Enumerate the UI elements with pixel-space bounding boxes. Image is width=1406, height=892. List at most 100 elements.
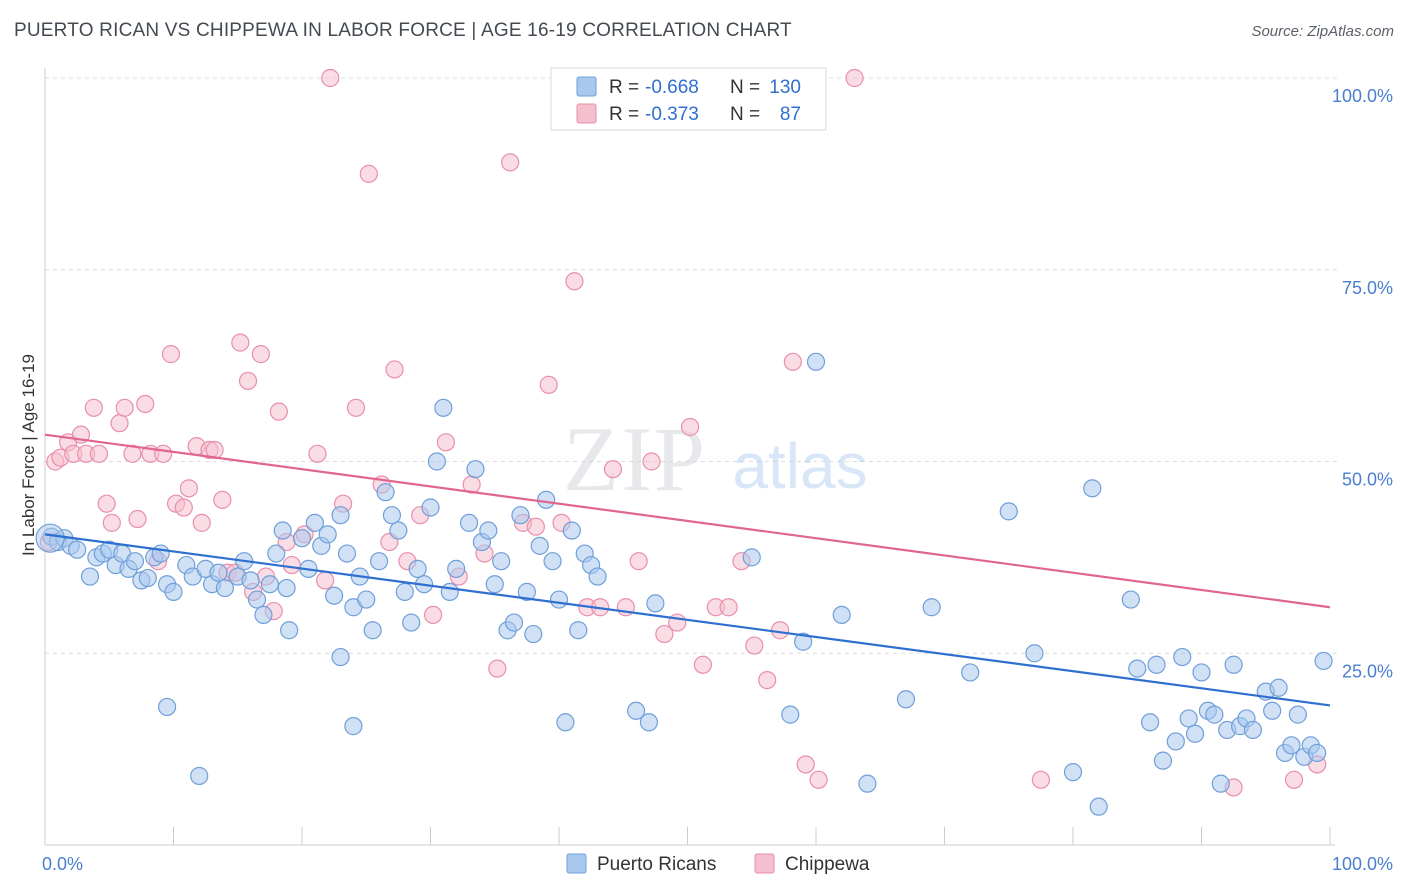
chippewa-point <box>565 272 584 291</box>
chippewa-point <box>161 345 181 364</box>
chippewa-point <box>642 452 661 471</box>
chippewa-point <box>174 498 193 517</box>
puerto-rican-point <box>1083 479 1102 498</box>
puerto-rican-point <box>1269 678 1288 697</box>
chippewa-point <box>526 517 545 536</box>
chippewa-point <box>316 571 335 590</box>
puerto-rican-point <box>357 590 376 609</box>
puerto-rican-point <box>794 632 813 651</box>
puerto-rican-point <box>781 705 800 724</box>
puerto-rican-trend-line <box>44 533 1331 707</box>
puerto-rican-point <box>421 498 440 517</box>
trend-lines <box>44 433 1331 707</box>
puerto-rican-point <box>1121 590 1140 609</box>
chippewa-point <box>809 770 828 789</box>
y-tick-label-100: 100.0% <box>1332 86 1393 106</box>
puerto-rican-point <box>1192 663 1211 682</box>
chippewa-point <box>269 402 288 421</box>
puerto-rican-point <box>138 568 157 588</box>
puerto-rican-point <box>440 582 459 601</box>
puerto-rican-point <box>537 490 556 509</box>
tick-labels: 25.0% 50.0% 75.0% 100.0% 0.0% 100.0% <box>42 86 1393 874</box>
puerto-rican-point <box>742 548 761 567</box>
chippewa-point <box>154 444 173 463</box>
puerto-rican-point <box>549 590 569 609</box>
puerto-rican-point <box>209 563 228 582</box>
puerto-rican-point <box>922 598 941 617</box>
chippewa-point <box>136 394 155 414</box>
puerto-rican-point <box>151 544 170 563</box>
chippewa-point <box>603 460 623 479</box>
puerto-rican-point <box>459 513 479 532</box>
bottom-legend-swatch-chippewa <box>754 853 775 874</box>
bottom-legend-swatch-puerto-ricans <box>566 853 587 874</box>
puerto-rican-point <box>485 575 504 594</box>
puerto-rican-point <box>466 460 485 479</box>
chippewa-point <box>346 398 366 417</box>
chippewa-point <box>192 513 211 532</box>
puerto-rican-point <box>1147 655 1166 674</box>
chippewa-trend-line <box>44 433 1331 609</box>
chippewa-point <box>423 605 443 625</box>
chippewa-point <box>770 621 790 640</box>
chippewa-point <box>102 513 121 532</box>
watermark-atlas: atlas <box>732 430 867 502</box>
puerto-rican-point <box>325 586 344 605</box>
puerto-rican-point <box>543 552 562 571</box>
puerto-rican-point <box>292 529 312 548</box>
legend-n-label-2: N = <box>730 104 760 125</box>
legend-n-value-2: 87 <box>780 104 801 125</box>
puerto-rican-point <box>260 575 279 594</box>
puerto-rican-point <box>646 594 665 613</box>
y-axis-label: In Labor Force | Age 16-19 <box>19 354 38 556</box>
puerto-rican-point <box>331 506 350 525</box>
puerto-rican-point <box>524 624 543 644</box>
chippewa-point <box>84 398 103 417</box>
puerto-rican-point <box>1263 701 1282 720</box>
bottom-legend: Puerto Ricans Chippewa <box>566 853 870 875</box>
puerto-rican-point <box>569 621 588 640</box>
puerto-rican-point <box>1211 774 1230 793</box>
chippewa-point <box>308 444 327 463</box>
chippewa-point <box>655 624 674 644</box>
puerto-rican-point <box>164 582 183 601</box>
chippewa-point <box>796 755 815 774</box>
puerto-rican-point <box>305 513 324 532</box>
puerto-rican-point <box>556 713 575 732</box>
chippewa-point <box>231 333 250 352</box>
chippewa-point <box>251 345 270 364</box>
puerto-rican-point <box>344 717 363 736</box>
puerto-rican-point <box>337 544 357 563</box>
chippewa-point <box>97 494 116 513</box>
bottom-legend-chippewa: Chippewa <box>785 854 870 875</box>
chippewa-point <box>179 479 199 498</box>
puerto-rican-point <box>639 713 659 732</box>
puerto-rican-point <box>1128 659 1147 678</box>
puerto-rican-point <box>588 567 607 586</box>
puerto-rican-point <box>254 605 273 625</box>
puerto-rican-point <box>241 571 260 590</box>
puerto-rican-point <box>479 521 498 540</box>
puerto-rican-point <box>1308 743 1327 763</box>
chippewa-point <box>1284 770 1304 789</box>
puerto-rican-point <box>517 582 536 601</box>
puerto-rican-point <box>35 523 65 553</box>
puerto-rican-point <box>318 525 337 544</box>
puerto-rican-point <box>1173 647 1192 667</box>
watermark: ZIP atlas <box>563 408 868 510</box>
puerto-rican-point <box>389 521 408 540</box>
puerto-rican-point <box>273 521 292 540</box>
chippewa-point <box>110 414 129 433</box>
puerto-rican-point <box>562 521 581 540</box>
puerto-rican-point <box>1288 705 1307 724</box>
puerto-rican-point <box>1166 732 1185 751</box>
puerto-rican-point <box>190 766 209 786</box>
chippewa-point <box>845 68 864 88</box>
puerto-rican-point <box>1282 736 1301 755</box>
puerto-rican-point <box>434 398 453 417</box>
puerto-rican-point <box>806 352 826 371</box>
puerto-rican-point <box>1205 705 1224 724</box>
puerto-rican-point <box>1185 724 1205 743</box>
puerto-rican-point <box>157 697 177 717</box>
chart-title: PUERTO RICAN VS CHIPPEWA IN LABOR FORCE … <box>14 20 792 41</box>
